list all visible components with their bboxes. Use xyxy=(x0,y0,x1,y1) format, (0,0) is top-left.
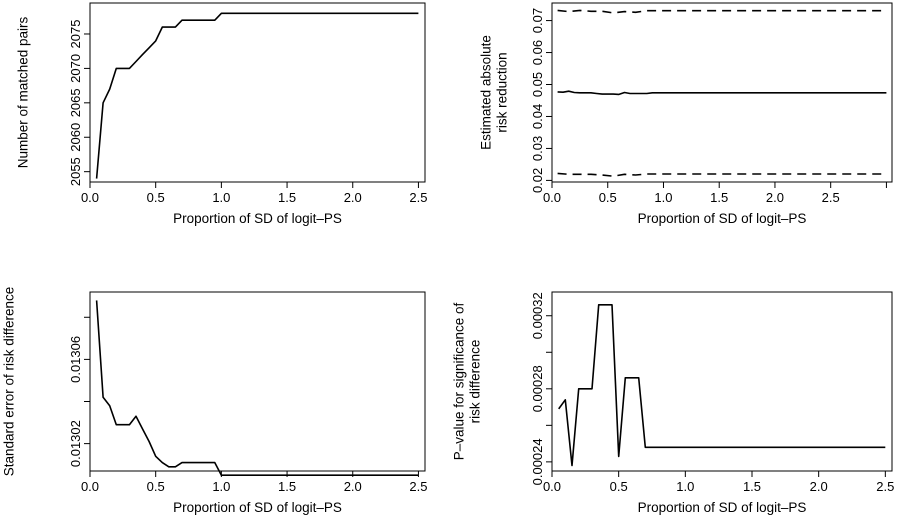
x-tick-label: 0.5 xyxy=(147,190,165,205)
series-line xyxy=(557,90,887,96)
chart-risk-reduction: 0.0 0.5 1.0 1.5 2.0 2.5 0.02 0.03 0.04 0.05 0.06 0.… xyxy=(479,2,893,226)
y-tick-label: 0.01302 xyxy=(68,420,83,467)
x-axis-label: Proportion of SD of logit–PS xyxy=(173,500,342,515)
x-tick-label: 0.0 xyxy=(543,190,561,205)
x-axis-label: Proportion of SD of logit–PS xyxy=(638,211,807,226)
x-tick-label: 1.5 xyxy=(743,479,761,494)
x-tick-label: 2.0 xyxy=(344,479,362,494)
y-tick-label: 2055 xyxy=(68,157,83,186)
x-tick-label: 1.0 xyxy=(212,190,230,205)
x-tick-label: 2.5 xyxy=(876,479,894,494)
series-line xyxy=(95,300,419,477)
x-tick-label: 0.5 xyxy=(610,479,628,494)
x-tick-label: 1.0 xyxy=(212,479,230,494)
x-tick-label: 2.5 xyxy=(409,479,427,494)
series-line xyxy=(95,12,419,179)
x-tick-label: 0.0 xyxy=(543,479,561,494)
x-tick-label: 0.0 xyxy=(81,479,99,494)
y-tick-label: 2060 xyxy=(68,123,83,152)
y-tick-label: 0.07 xyxy=(530,8,545,33)
x-tick-label: 1.5 xyxy=(278,479,296,494)
series-line-dashed xyxy=(557,172,887,177)
y-tick-label: 0.01306 xyxy=(68,336,83,383)
y-tick-label: 2075 xyxy=(68,20,83,49)
x-tick-label: 1.0 xyxy=(654,190,672,205)
x-axis-label: Proportion of SD of logit–PS xyxy=(638,500,807,515)
chart-standard-error: 0.0 0.5 1.0 1.5 2.0 2.5 0.01302 0.01306 Proporti… xyxy=(2,287,428,515)
x-tick-label: 1.5 xyxy=(278,190,296,205)
x-axis-label: Proportion of SD of logit–PS xyxy=(173,211,342,226)
y-axis-label: Standard error of risk difference xyxy=(2,287,17,477)
plot-frame xyxy=(89,291,426,472)
plot-frame xyxy=(551,291,893,472)
x-tick-label: 2.5 xyxy=(409,190,427,205)
y-tick-label: 0.04 xyxy=(530,104,545,129)
y-tick-label: 0.00028 xyxy=(530,365,545,412)
x-tick-label: 2.0 xyxy=(766,190,784,205)
x-tick-label: 0.5 xyxy=(147,479,165,494)
x-tick-label: 2.0 xyxy=(344,190,362,205)
plot-frame xyxy=(551,2,893,183)
y-axis-label: risk difference xyxy=(468,340,483,424)
x-tick-label: 2.0 xyxy=(810,479,828,494)
y-axis-label: Number of matched pairs xyxy=(16,16,31,168)
plot-frame xyxy=(89,2,426,183)
y-tick-label: 2065 xyxy=(68,88,83,117)
x-tick-label: 0.5 xyxy=(599,190,617,205)
y-tick-label: 0.02 xyxy=(530,168,545,193)
y-tick-label: 0.00032 xyxy=(530,292,545,339)
series-line xyxy=(558,303,886,467)
y-tick-label: 2070 xyxy=(68,54,83,83)
y-tick-label: 0.05 xyxy=(530,72,545,97)
y-axis-label: Estimated absolute xyxy=(479,35,494,150)
y-tick-label: 0.06 xyxy=(530,40,545,65)
x-tick-label: 2.5 xyxy=(822,190,840,205)
y-axis-label: P–value for significance of xyxy=(452,302,467,460)
series-line-dashed xyxy=(557,9,887,14)
chart-matched-pairs: 0.0 0.5 1.0 1.5 2.0 2.5 2055 2060 2065 2070 2075 Pr… xyxy=(16,2,427,226)
y-tick-label: 0.00024 xyxy=(530,438,545,485)
x-tick-label: 0.0 xyxy=(81,190,99,205)
x-tick-label: 1.0 xyxy=(676,479,694,494)
chart-p-value: 0.0 0.5 1.0 1.5 2.0 2.5 0.00024 0.00028 0.00032 P… xyxy=(452,291,894,515)
y-tick-label: 0.03 xyxy=(530,136,545,161)
x-tick-label: 1.5 xyxy=(710,190,728,205)
y-axis-label: risk reduction xyxy=(495,52,510,132)
